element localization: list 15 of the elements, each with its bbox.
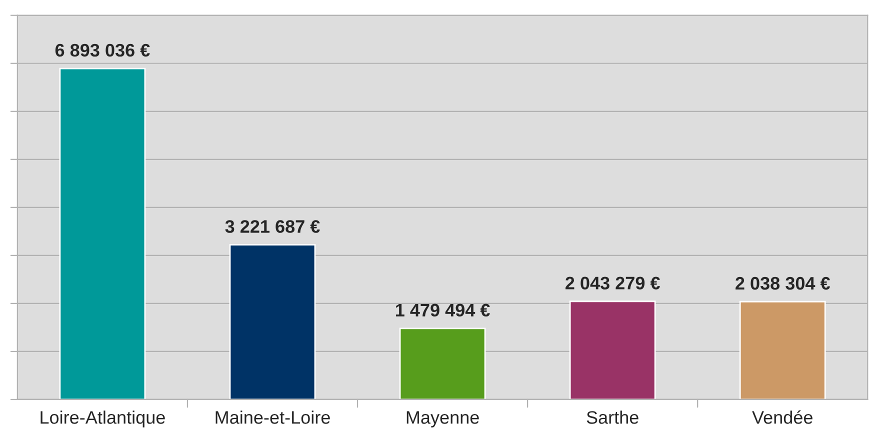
bar	[59, 68, 146, 400]
bar	[739, 300, 826, 400]
x-tick-label: Maine-et-Loire	[216, 410, 330, 424]
data-label: 2 038 304 €	[736, 276, 830, 290]
data-label: 1 479 494 €	[396, 304, 490, 317]
data-label: 3 221 687 €	[225, 220, 320, 233]
bar	[569, 300, 656, 400]
x-tick-label: Vendée	[752, 410, 812, 424]
bar	[399, 328, 486, 400]
bar	[229, 244, 316, 400]
x-tick-label: Mayenne	[406, 411, 479, 428]
x-tick-label: Sarthe	[586, 410, 638, 424]
data-label: 2 043 279 €	[566, 276, 660, 290]
data-label: 6 893 036 €	[55, 44, 150, 57]
x-tick-label: Loire-Atlantique	[40, 410, 165, 428]
